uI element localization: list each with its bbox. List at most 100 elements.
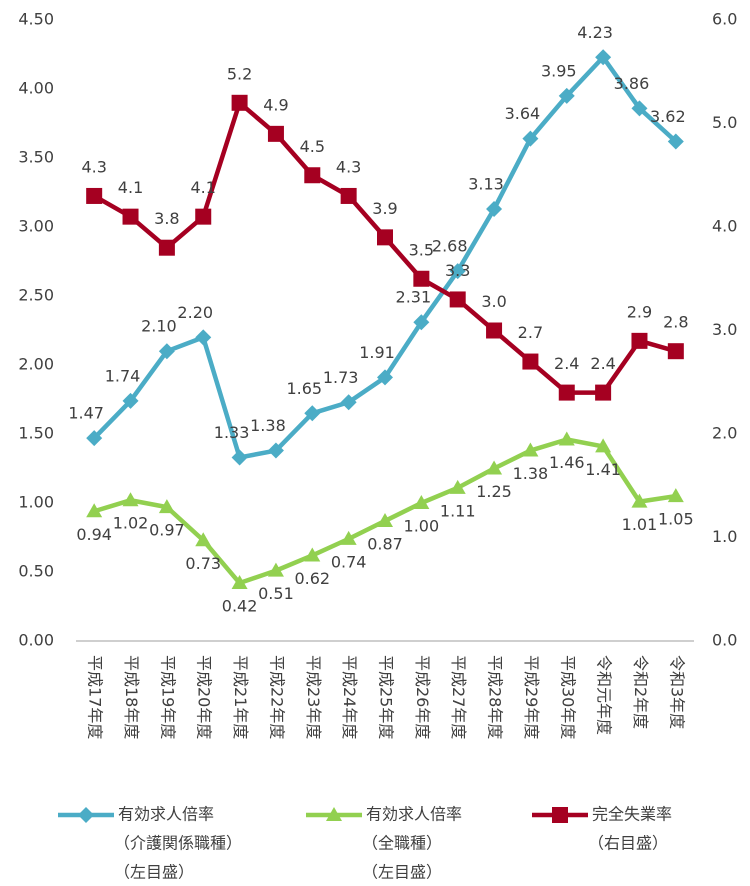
x-tick-label: 平成22年度 [267,655,286,739]
data-label: 0.87 [367,534,403,553]
data-point [195,532,212,547]
data-point [231,449,248,466]
x-tick-label: 平成26年度 [413,655,432,739]
x-tick-label: 令和元年度 [595,655,614,735]
data-label: 1.46 [549,453,585,472]
x-tick-label: 平成25年度 [377,655,396,739]
legend-label: （左目盛） [114,863,194,882]
x-tick-label: 平成27年度 [449,655,468,739]
data-point [667,343,684,360]
legend-marker [78,807,94,823]
data-label: 1.25 [476,482,512,501]
x-tick-label: 令和2年度 [631,655,650,729]
data-point [304,167,321,184]
data-label: 2.4 [590,354,615,373]
data-point [267,125,284,142]
y2-tick-label: 1.0 [712,527,737,546]
x-tick-label: 平成30年度 [558,655,577,739]
data-point [486,460,503,475]
data-label: 1.33 [214,423,250,442]
data-label: 1.47 [68,404,104,423]
data-label: 0.51 [258,584,294,603]
legend-label: （左目盛） [362,863,442,882]
y-tick-label: 4.00 [18,79,54,98]
data-point [86,503,103,518]
data-label: 4.1 [118,178,143,197]
data-point [522,130,539,147]
data-point [667,488,684,503]
data-point [558,87,575,104]
data-label: 3.95 [541,61,577,80]
data-point [449,479,466,494]
data-point [595,49,612,66]
data-label: 2.7 [518,323,543,342]
y2-tick-label: 2.0 [712,424,737,443]
data-label: 4.5 [300,137,325,156]
legend-label: 有効求人倍率 [366,805,462,824]
data-label: 2.20 [177,303,213,322]
data-point [86,187,103,204]
data-label: 3.9 [372,199,397,218]
data-label: 3.86 [614,74,650,93]
data-label: 2.31 [396,288,432,307]
data-label: 4.3 [81,157,106,176]
x-tick-label: 平成20年度 [195,655,214,739]
data-label: 0.74 [331,552,367,571]
data-point [413,495,430,509]
data-label: 3.0 [481,292,506,311]
data-point [158,499,175,514]
y2-tick-label: 0.0 [712,631,737,650]
x-tick-label: 令和3年度 [667,655,686,729]
y-tick-label: 1.00 [18,493,54,512]
data-label: 0.97 [149,521,185,540]
data-point [449,291,466,308]
data-point [449,263,466,280]
data-label: 3.62 [650,107,686,126]
x-tick-label: 平成29年度 [522,655,541,739]
data-label: 2.8 [663,313,688,332]
data-label: 3.8 [154,209,179,228]
data-label: 1.91 [359,343,395,362]
data-point [86,430,103,447]
x-tick-label: 平成19年度 [158,655,177,739]
data-label: 3.64 [505,104,541,123]
y-tick-label: 0.00 [18,631,54,650]
data-label: 3.3 [445,261,470,280]
legend-marker [326,807,342,821]
data-label: 0.42 [222,597,258,616]
data-point [340,394,357,411]
data-label: 1.05 [658,510,694,529]
legend-label: （右目盛） [588,834,668,853]
data-label: 0.94 [76,525,112,544]
data-label: 4.9 [263,95,288,114]
data-point [595,384,612,401]
y2-tick-label: 4.0 [712,217,737,236]
data-label: 1.41 [585,460,621,479]
x-tick-label: 平成17年度 [86,655,105,739]
data-point [377,512,393,527]
legend-label: （介護関係職種） [114,834,242,853]
data-label: 5.2 [227,64,252,83]
data-point [522,353,539,370]
y-tick-label: 3.00 [18,217,54,236]
data-label: 4.1 [191,178,216,197]
legend-label: （全職種） [362,834,442,853]
data-point [195,208,212,225]
data-point [158,239,175,256]
legend-marker [552,807,568,823]
y-tick-label: 4.50 [18,10,54,29]
data-label: 3.13 [468,175,504,194]
x-tick-label: 平成28年度 [486,655,505,739]
x-tick-label: 平成21年度 [231,655,250,739]
y2-tick-label: 3.0 [712,320,737,339]
data-point [267,562,284,577]
data-point [231,94,248,111]
y-tick-label: 0.50 [18,562,54,581]
data-point [122,392,139,409]
data-point [340,530,357,545]
y2-tick-label: 6.0 [712,10,737,29]
data-point [195,329,212,346]
data-point [340,187,357,204]
data-label: 3.5 [409,240,434,259]
